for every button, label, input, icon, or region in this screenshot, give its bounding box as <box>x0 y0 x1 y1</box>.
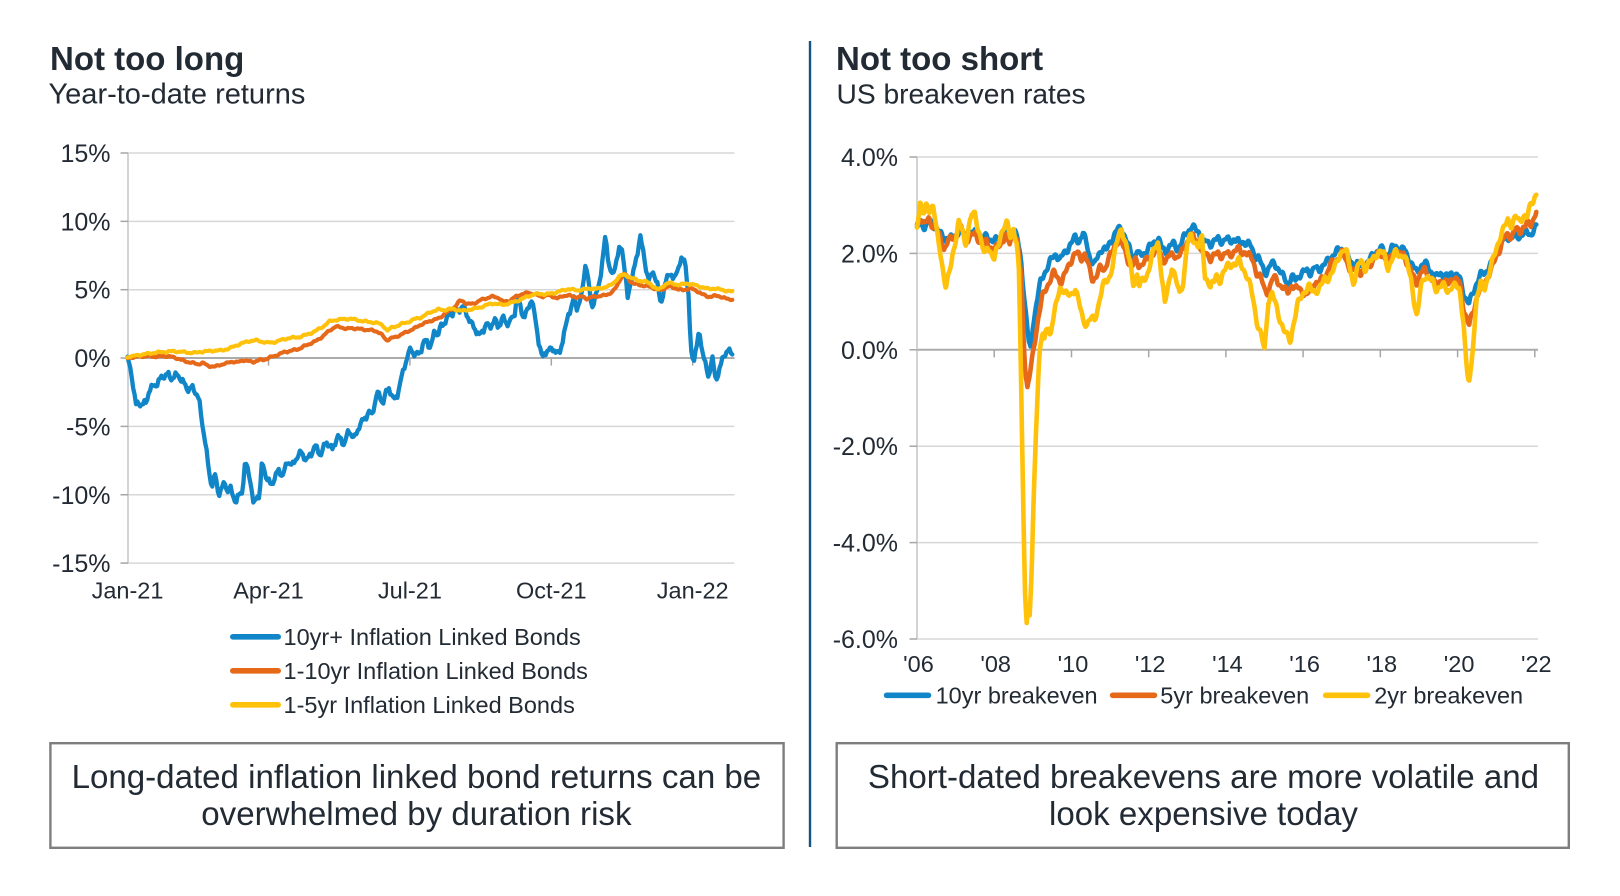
svg-text:Apr-21: Apr-21 <box>233 578 304 604</box>
svg-text:1-10yr Inflation Linked Bonds: 1-10yr Inflation Linked Bonds <box>284 658 588 684</box>
svg-text:1-5yr Inflation Linked Bonds: 1-5yr Inflation Linked Bonds <box>284 692 575 718</box>
svg-text:Short-dated breakevens are mor: Short-dated breakevens are more volatile… <box>868 759 1539 796</box>
svg-text:15%: 15% <box>60 140 110 168</box>
svg-text:-6.0%: -6.0% <box>833 626 898 654</box>
svg-text:5%: 5% <box>74 277 110 305</box>
svg-text:Jul-21: Jul-21 <box>378 578 442 604</box>
svg-text:2.0%: 2.0% <box>841 240 898 268</box>
svg-text:4.0%: 4.0% <box>841 144 898 172</box>
svg-text:'16: '16 <box>1289 651 1320 677</box>
svg-text:0.0%: 0.0% <box>841 337 898 365</box>
svg-text:Oct-21: Oct-21 <box>516 578 587 604</box>
svg-text:10yr breakeven: 10yr breakeven <box>936 683 1098 709</box>
svg-text:Jan-21: Jan-21 <box>92 578 164 604</box>
svg-text:Long-dated inflation linked bo: Long-dated inflation linked bond returns… <box>72 759 762 796</box>
svg-text:'06: '06 <box>903 651 934 677</box>
svg-text:-4.0%: -4.0% <box>833 530 898 558</box>
svg-text:5yr breakeven: 5yr breakeven <box>1160 683 1309 709</box>
svg-text:'08: '08 <box>980 651 1011 677</box>
svg-text:-5%: -5% <box>66 413 110 441</box>
svg-text:10yr+ Inflation Linked Bonds: 10yr+ Inflation Linked Bonds <box>284 624 581 650</box>
svg-text:'12: '12 <box>1135 651 1166 677</box>
svg-text:-15%: -15% <box>52 550 110 578</box>
svg-text:Not too short: Not too short <box>836 40 1043 77</box>
svg-text:2yr breakeven: 2yr breakeven <box>1374 683 1523 709</box>
svg-text:Year-to-date returns: Year-to-date returns <box>49 79 306 111</box>
svg-text:overwhelmed by duration risk: overwhelmed by duration risk <box>201 796 632 833</box>
svg-text:'22: '22 <box>1521 651 1552 677</box>
svg-text:0%: 0% <box>74 345 110 373</box>
svg-text:'10: '10 <box>1058 651 1089 677</box>
svg-text:-2.0%: -2.0% <box>833 433 898 461</box>
svg-text:look expensive today: look expensive today <box>1049 796 1358 833</box>
svg-text:Not too long: Not too long <box>50 40 244 77</box>
svg-text:'14: '14 <box>1212 651 1243 677</box>
svg-text:US breakeven rates: US breakeven rates <box>837 78 1086 110</box>
svg-text:'18: '18 <box>1366 651 1397 677</box>
svg-text:Jan-22: Jan-22 <box>657 578 729 604</box>
svg-text:-10%: -10% <box>52 482 110 510</box>
svg-text:'20: '20 <box>1444 651 1475 677</box>
svg-text:10%: 10% <box>60 208 110 236</box>
